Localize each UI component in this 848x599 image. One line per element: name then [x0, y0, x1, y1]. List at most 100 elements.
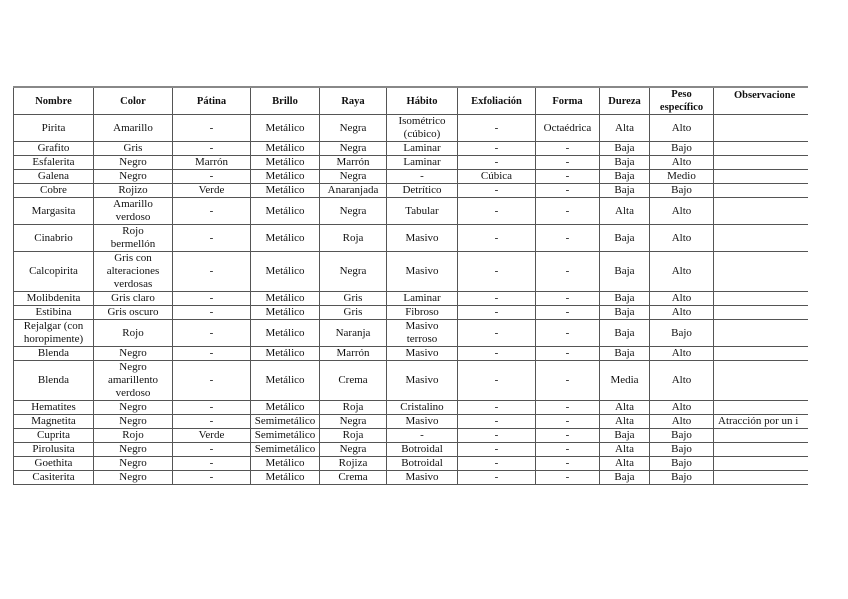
cell-brillo: Metálico: [250, 400, 320, 415]
cell-observaciones: [713, 360, 808, 401]
cell-brillo: Metálico: [250, 155, 320, 170]
cell-habito: Laminar: [386, 141, 458, 156]
cell-raya: Rojiza: [319, 456, 387, 471]
cell-peso-especifico: Alto: [649, 291, 714, 306]
cell-patina: Verde: [172, 428, 251, 443]
cell-patina: -: [172, 197, 251, 225]
cell-raya: Marrón: [319, 346, 387, 361]
cell-raya: Negra: [319, 442, 387, 457]
cell-exfoliacion: -: [457, 456, 536, 471]
header-observaciones: Observacione: [713, 86, 808, 115]
cell-brillo: Metálico: [250, 456, 320, 471]
cell-habito: Masivo: [386, 414, 458, 429]
cell-raya: Negra: [319, 251, 387, 292]
cell-habito: Laminar: [386, 291, 458, 306]
cell-color: Negro amarillento verdoso: [93, 360, 173, 401]
cell-forma: -: [535, 414, 600, 429]
cell-exfoliacion: -: [457, 197, 536, 225]
cell-peso-especifico: Alto: [649, 155, 714, 170]
cell-nombre: Cuprita: [13, 428, 94, 443]
cell-forma: -: [535, 442, 600, 457]
cell-observaciones: [713, 305, 808, 320]
cell-exfoliacion: -: [457, 360, 536, 401]
table-row: Pirolusita Negro - Semimetálico Negra Botroid…: [13, 442, 808, 457]
cell-raya: Negra: [319, 414, 387, 429]
cell-patina: -: [172, 169, 251, 184]
header-nombre: Nombre: [13, 86, 94, 115]
cell-observaciones: [713, 346, 808, 361]
cell-exfoliacion: -: [457, 305, 536, 320]
cell-exfoliacion: -: [457, 141, 536, 156]
cell-brillo: Metálico: [250, 183, 320, 198]
cell-raya: Gris: [319, 291, 387, 306]
table-row: Galena Negro - Metálico Negra - Cúbica - Baja Med…: [13, 169, 808, 184]
cell-forma: -: [535, 155, 600, 170]
cell-peso-especifico: Alto: [649, 251, 714, 292]
table-row: Casiterita Negro - Metálico Crema Masivo - - Baj…: [13, 470, 808, 485]
cell-brillo: Metálico: [250, 251, 320, 292]
cell-forma: -: [535, 346, 600, 361]
cell-dureza: Alta: [599, 114, 650, 142]
cell-raya: Negra: [319, 141, 387, 156]
cell-exfoliacion: -: [457, 183, 536, 198]
cell-habito: Tabular: [386, 197, 458, 225]
cell-peso-especifico: Bajo: [649, 183, 714, 198]
cell-patina: -: [172, 346, 251, 361]
cell-nombre: Calcopirita: [13, 251, 94, 292]
cell-exfoliacion: -: [457, 155, 536, 170]
cell-forma: -: [535, 400, 600, 415]
cell-observaciones: [713, 456, 808, 471]
cell-peso-especifico: Alto: [649, 360, 714, 401]
cell-patina: -: [172, 251, 251, 292]
cell-brillo: Metálico: [250, 114, 320, 142]
cell-habito: Cristalino: [386, 400, 458, 415]
cell-dureza: Baja: [599, 183, 650, 198]
cell-forma: -: [535, 197, 600, 225]
table-row: Hematites Negro - Metálico Roja Cristalino - - A…: [13, 400, 808, 415]
cell-observaciones: [713, 114, 808, 142]
cell-brillo: Semimetálico: [250, 414, 320, 429]
cell-peso-especifico: Alto: [649, 305, 714, 320]
table-row: Calcopirita Gris con alteraciones verdosa…: [13, 251, 808, 292]
cell-peso-especifico: Medio: [649, 169, 714, 184]
cell-brillo: Semimetálico: [250, 428, 320, 443]
cell-observaciones: [713, 183, 808, 198]
cell-color: Rojo: [93, 319, 173, 347]
cell-color: Amarillo verdoso: [93, 197, 173, 225]
cell-peso-especifico: Bajo: [649, 141, 714, 156]
cell-exfoliacion: -: [457, 224, 536, 252]
cell-habito: Masivo: [386, 251, 458, 292]
cell-patina: -: [172, 400, 251, 415]
cell-dureza: Baja: [599, 251, 650, 292]
cell-exfoliacion: -: [457, 114, 536, 142]
cell-raya: Anaranjada: [319, 183, 387, 198]
cell-color: Gris con alteraciones verdosas: [93, 251, 173, 292]
cell-habito: Masivo: [386, 360, 458, 401]
cell-habito: Laminar: [386, 155, 458, 170]
header-dureza: Dureza: [599, 86, 650, 115]
cell-raya: Naranja: [319, 319, 387, 347]
cell-observaciones: [713, 251, 808, 292]
cell-peso-especifico: Bajo: [649, 319, 714, 347]
cell-dureza: Baja: [599, 291, 650, 306]
cell-observaciones: [713, 442, 808, 457]
mineral-table-container: Nombre Color Pátina Brillo Raya Hábito Exfolia…: [13, 86, 808, 485]
cell-brillo: Metálico: [250, 224, 320, 252]
cell-dureza: Alta: [599, 197, 650, 225]
cell-peso-especifico: Alto: [649, 400, 714, 415]
cell-color: Rojizo: [93, 183, 173, 198]
table-row: Pirita Amarillo - Metálico Negra Isométrico (…: [13, 114, 808, 142]
cell-color: Negro: [93, 346, 173, 361]
cell-color: Negro: [93, 155, 173, 170]
cell-nombre: Cinabrio: [13, 224, 94, 252]
cell-patina: -: [172, 456, 251, 471]
cell-color: Rojo: [93, 428, 173, 443]
cell-peso-especifico: Bajo: [649, 428, 714, 443]
cell-color: Negro: [93, 442, 173, 457]
cell-exfoliacion: -: [457, 346, 536, 361]
cell-habito: Botroidal: [386, 442, 458, 457]
cell-forma: Octaédrica: [535, 114, 600, 142]
cell-color: Gris: [93, 141, 173, 156]
cell-brillo: Metálico: [250, 470, 320, 485]
mineral-table: Nombre Color Pátina Brillo Raya Hábito Exfolia…: [13, 86, 808, 485]
